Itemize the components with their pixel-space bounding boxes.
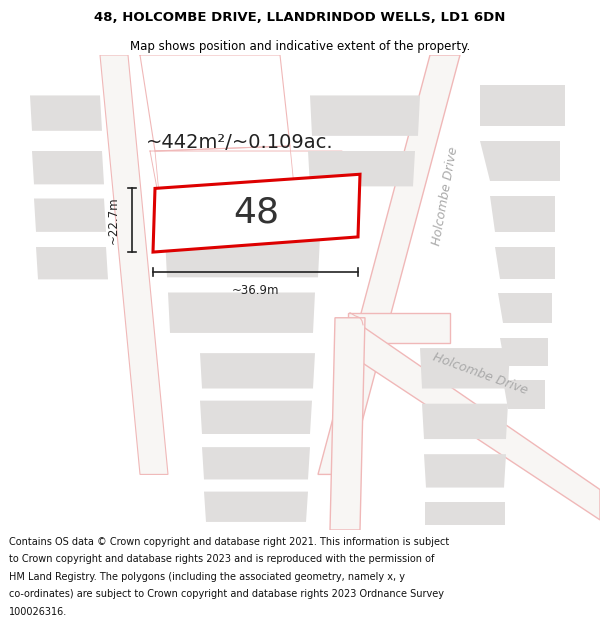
Text: Contains OS data © Crown copyright and database right 2021. This information is : Contains OS data © Crown copyright and d… (9, 537, 449, 547)
Text: Map shows position and indicative extent of the property.: Map shows position and indicative extent… (130, 39, 470, 52)
Text: 48: 48 (233, 196, 280, 230)
Polygon shape (425, 502, 505, 525)
Polygon shape (308, 151, 415, 186)
Polygon shape (330, 318, 365, 530)
Text: Holcombe Drive: Holcombe Drive (430, 146, 460, 247)
Polygon shape (503, 381, 545, 409)
Text: ~36.9m: ~36.9m (232, 284, 279, 298)
Polygon shape (30, 96, 102, 131)
Polygon shape (36, 247, 108, 279)
Text: HM Land Registry. The polygons (including the associated geometry, namely x, y: HM Land Registry. The polygons (includin… (9, 572, 405, 582)
Polygon shape (153, 174, 360, 252)
Polygon shape (318, 55, 460, 474)
Polygon shape (490, 196, 555, 232)
Text: ~442m²/~0.109ac.: ~442m²/~0.109ac. (146, 133, 334, 152)
Polygon shape (495, 247, 555, 279)
Polygon shape (480, 141, 560, 181)
Polygon shape (32, 151, 104, 184)
Polygon shape (168, 292, 315, 333)
Polygon shape (204, 492, 308, 522)
Text: Holcombe Drive: Holcombe Drive (431, 350, 529, 397)
Polygon shape (420, 348, 510, 389)
Text: ~22.7m: ~22.7m (107, 196, 120, 244)
Polygon shape (200, 401, 312, 434)
Polygon shape (480, 86, 565, 126)
Text: 100026316.: 100026316. (9, 607, 67, 617)
Text: to Crown copyright and database rights 2023 and is reproduced with the permissio: to Crown copyright and database rights 2… (9, 554, 434, 564)
Polygon shape (498, 292, 552, 323)
Text: 48, HOLCOMBE DRIVE, LLANDRINDOD WELLS, LD1 6DN: 48, HOLCOMBE DRIVE, LLANDRINDOD WELLS, L… (94, 11, 506, 24)
Polygon shape (100, 55, 168, 474)
Polygon shape (200, 353, 315, 389)
Text: co-ordinates) are subject to Crown copyright and database rights 2023 Ordnance S: co-ordinates) are subject to Crown copyr… (9, 589, 444, 599)
Polygon shape (424, 454, 506, 488)
Polygon shape (202, 447, 310, 479)
Polygon shape (500, 338, 548, 366)
Polygon shape (34, 199, 106, 232)
Polygon shape (348, 312, 450, 343)
Polygon shape (422, 404, 508, 439)
Polygon shape (165, 237, 320, 278)
Polygon shape (340, 318, 600, 520)
Polygon shape (310, 96, 420, 136)
